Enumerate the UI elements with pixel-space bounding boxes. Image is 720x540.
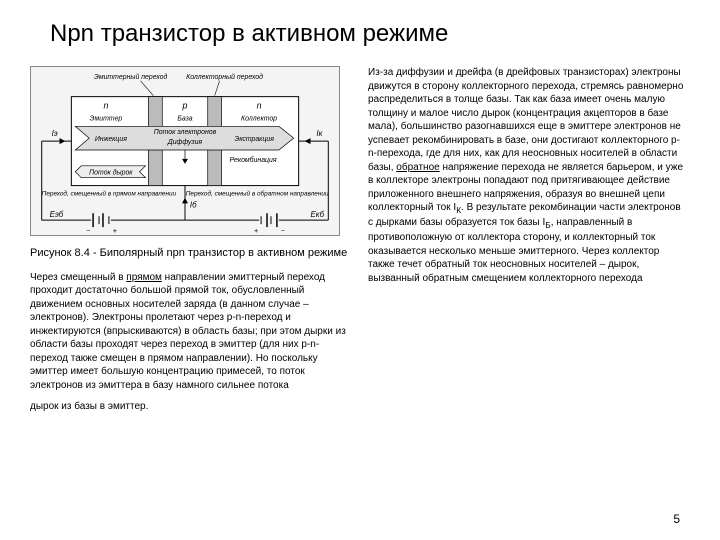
figure-caption: Рисунок 8.4 - Биполярный npn транзистор …	[30, 246, 350, 261]
svg-text:Эмиттерный переход: Эмиттерный переход	[94, 73, 168, 81]
left-paragraph-2: дырок из базы в эмиттер.	[30, 400, 350, 414]
svg-text:Iб: Iб	[190, 200, 197, 209]
svg-text:Экстракция: Экстракция	[234, 136, 274, 143]
left-paragraph-1: Через смещенный в прямом направлении эми…	[30, 271, 350, 393]
svg-text:Iэ: Iэ	[52, 129, 58, 138]
page-title: Npn транзистор в активном режиме	[50, 20, 690, 48]
right-paragraph: Из-за диффузии и дрейфа (в дрейфовых тра…	[368, 66, 688, 285]
svg-text:−: −	[86, 228, 90, 235]
svg-text:Eэб: Eэб	[50, 210, 64, 219]
svg-text:Поток дырок: Поток дырок	[89, 169, 133, 177]
svg-text:n: n	[257, 101, 262, 111]
svg-text:Инжекция: Инжекция	[95, 136, 127, 143]
svg-text:Рекомбинация: Рекомбинация	[229, 156, 276, 164]
svg-text:База: База	[177, 115, 192, 122]
svg-text:+: +	[254, 228, 258, 235]
content-columns: n p n Эмиттерный переход Коллекторный пе…	[30, 66, 690, 414]
svg-text:Диффузия: Диффузия	[167, 139, 203, 146]
svg-text:−: −	[281, 228, 285, 235]
svg-text:Коллектор: Коллектор	[241, 115, 277, 122]
svg-text:Коллекторный переход: Коллекторный переход	[186, 73, 263, 81]
svg-text:p: p	[182, 101, 188, 111]
svg-text:Эмиттер: Эмиттер	[90, 115, 123, 122]
transistor-diagram: n p n Эмиттерный переход Коллекторный пе…	[30, 66, 340, 236]
svg-text:Eкб: Eкб	[311, 210, 325, 219]
svg-text:Iк: Iк	[316, 129, 322, 138]
left-column: n p n Эмиттерный переход Коллекторный пе…	[30, 66, 350, 414]
svg-text:+: +	[113, 228, 117, 235]
page-number: 5	[673, 512, 680, 526]
right-column: Из-за диффузии и дрейфа (в дрейфовых тра…	[368, 66, 688, 414]
svg-text:Поток электронов: Поток электронов	[154, 129, 217, 136]
svg-text:n: n	[103, 101, 108, 111]
svg-text:Переход, смещенный в прямом на: Переход, смещенный в прямом направлении	[42, 189, 177, 197]
svg-text:Переход, смещенный в обратном: Переход, смещенный в обратном направлени…	[186, 189, 329, 197]
